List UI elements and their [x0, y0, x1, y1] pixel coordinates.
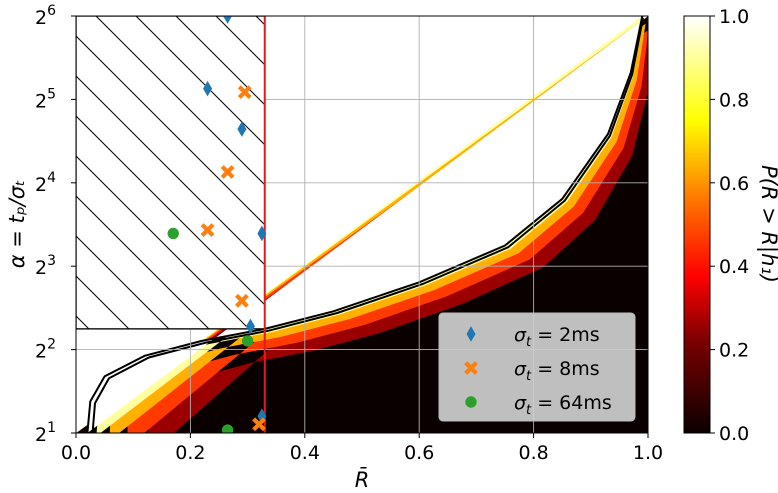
x-tick-label: 0.4 — [290, 442, 320, 464]
y-tick-label: 26 — [35, 3, 56, 29]
y-tick-label: 25 — [35, 86, 56, 112]
plot-frame — [75, 15, 649, 434]
x-tick-label: 0.2 — [175, 442, 205, 464]
y-axis-ticks: 21 22 23 24 25 26 — [35, 3, 76, 446]
x-axis-label: R̄ — [355, 467, 370, 492]
marker-diamond — [223, 16, 233, 24]
marker-diamond — [237, 121, 247, 137]
marker-diamond — [257, 225, 267, 242]
marker-circle — [167, 227, 179, 240]
marker-x — [237, 85, 252, 99]
legend-label: σt = 2ms — [514, 324, 600, 350]
x-tick-label: 0.0 — [61, 442, 91, 464]
boundary-contour — [86, 16, 644, 433]
colorbar-tick-label: 1.0 — [719, 6, 749, 28]
marker-x — [234, 293, 249, 308]
x-tick-label: 1.0 — [633, 442, 663, 464]
legend: σt = 2ms σt = 8ms σt = 64ms — [438, 312, 636, 422]
marker-circle — [465, 396, 477, 408]
scatter-markers — [167, 16, 267, 433]
y-tick-label: 21 — [35, 420, 56, 446]
legend-label: σt = 8ms — [514, 358, 600, 384]
y-tick-label: 22 — [35, 337, 56, 363]
colorbar-tick-label: 0.4 — [719, 256, 749, 278]
y-axis-label: α = tₚ/σₜ — [5, 180, 29, 269]
marker-x — [252, 417, 266, 432]
legend-label: σt = 64ms — [514, 392, 612, 418]
colorbar-tick-label: 0.2 — [719, 340, 749, 362]
marker-circle — [241, 335, 254, 347]
marker-x — [220, 165, 235, 179]
colorbar-tick-label: 0.0 — [719, 423, 749, 445]
marker-x — [464, 361, 478, 375]
marker-diamond — [466, 326, 476, 342]
x-axis-ticks: 0.0 0.2 0.4 0.6 0.8 1.0 — [61, 433, 663, 464]
marker-x — [200, 223, 215, 237]
hatched-region — [76, 16, 266, 330]
colorbar-scale — [683, 15, 711, 434]
colorbar-tick-label: 0.8 — [719, 89, 749, 111]
y-tick-label: 23 — [35, 253, 56, 279]
marker-circle — [221, 424, 234, 433]
marker-diamond — [203, 80, 213, 97]
legend-box — [438, 312, 636, 422]
x-tick-label: 0.6 — [404, 442, 434, 464]
colorbar-label: P(R > R̄|h₁) — [756, 165, 778, 283]
boundary-contour-outer — [91, 17, 644, 433]
colorbar-tick-label: 0.6 — [719, 173, 749, 195]
x-tick-label: 0.8 — [518, 442, 548, 464]
legend-items: σt = 2ms σt = 8ms σt = 64ms — [464, 324, 612, 418]
colorbar-ticks: 0.0 0.2 0.4 0.6 0.8 1.0 — [710, 6, 749, 445]
colorbar: 0.0 0.2 0.4 0.6 0.8 1.0 P(R > R̄|h₁) — [683, 6, 778, 445]
marker-diamond — [245, 318, 255, 335]
y-tick-label: 24 — [35, 170, 56, 196]
